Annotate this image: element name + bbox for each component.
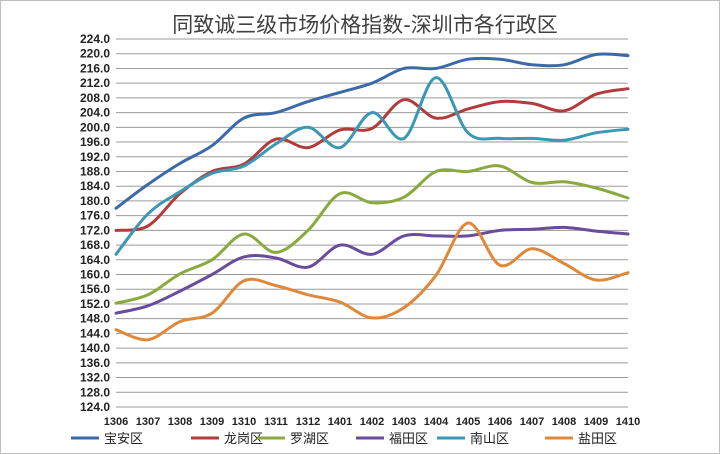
series-lines — [114, 52, 630, 342]
x-tick-label: 1404 — [424, 416, 449, 428]
y-tick-label: 224.0 — [80, 32, 110, 46]
y-tick-label: 124.0 — [80, 400, 110, 414]
x-tick-label: 1306 — [104, 416, 128, 428]
y-tick-label: 164.0 — [80, 253, 110, 267]
y-tick-label: 128.0 — [80, 385, 110, 399]
legend-item: 福田区 — [356, 432, 428, 447]
x-tick-label: 1403 — [392, 416, 416, 428]
x-tick-label: 1405 — [456, 416, 480, 428]
legend-item: 南山区 — [437, 431, 509, 447]
x-tick-label: 1310 — [232, 416, 256, 428]
y-tick-label: 212.0 — [80, 76, 110, 90]
y-axis: 124.0128.0132.0136.0140.0144.0148.0152.0… — [80, 32, 110, 414]
y-tick-label: 144.0 — [80, 326, 110, 340]
y-tick-label: 160.0 — [80, 268, 110, 282]
legend-item: 盐田区 — [545, 432, 617, 447]
series-line-2 — [114, 164, 630, 305]
x-tick-label: 1308 — [168, 416, 192, 428]
series-line-1 — [114, 87, 630, 232]
y-tick-label: 140.0 — [80, 341, 110, 355]
y-tick-label: 208.0 — [80, 91, 110, 105]
y-tick-label: 132.0 — [80, 371, 110, 385]
y-tick-label: 192.0 — [80, 150, 110, 164]
y-tick-label: 216.0 — [80, 61, 110, 75]
x-tick-label: 1312 — [296, 416, 320, 428]
y-tick-label: 172.0 — [80, 223, 110, 237]
x-tick-label: 1406 — [488, 416, 512, 428]
x-tick-label: 1401 — [328, 416, 352, 428]
series-line-3 — [114, 225, 630, 315]
gridlines — [116, 38, 628, 408]
y-tick-label: 148.0 — [80, 312, 110, 326]
x-tick-label: 1309 — [200, 416, 224, 428]
legend-label: 盐田区 — [578, 432, 617, 447]
y-tick-label: 184.0 — [80, 179, 110, 193]
y-tick-label: 136.0 — [80, 356, 110, 370]
chart-title: 同致诚三级市场价格指数-深圳市各行政区 — [172, 13, 558, 37]
series-line-4 — [114, 76, 630, 256]
y-tick-label: 204.0 — [80, 106, 110, 120]
legend-item: 罗湖区 — [257, 432, 329, 447]
x-axis: 1306 1307 1308 1309 1310 1311 1312 1401 1402 1403… — [104, 416, 640, 428]
y-tick-label: 196.0 — [80, 135, 110, 149]
legend-label: 龙岗区 — [224, 432, 263, 447]
x-tick-label: 1307 — [136, 416, 160, 428]
x-tick-label: 1402 — [360, 416, 384, 428]
y-tick-label: 152.0 — [80, 297, 110, 311]
y-tick-label: 200.0 — [80, 120, 110, 134]
y-tick-label: 188.0 — [80, 164, 110, 178]
legend-label: 南山区 — [470, 431, 509, 447]
y-tick-label: 180.0 — [80, 194, 110, 208]
legend-label: 罗湖区 — [290, 432, 329, 447]
y-tick-label: 156.0 — [80, 282, 110, 296]
legend: 宝安区 龙岗区 罗湖区 福田区 南山区 盐田区 — [71, 431, 617, 447]
x-tick-label: 1410 — [616, 416, 640, 428]
legend-item: 宝安区 — [71, 432, 143, 447]
y-tick-label: 168.0 — [80, 238, 110, 252]
legend-item: 龙岗区 — [191, 432, 263, 447]
y-tick-label: 176.0 — [80, 209, 110, 223]
y-tick-label: 220.0 — [80, 47, 110, 61]
x-tick-label: 1311 — [264, 416, 288, 428]
legend-label: 福田区 — [389, 432, 428, 447]
series-line-0 — [114, 52, 630, 210]
x-tick-label: 1408 — [552, 416, 576, 428]
legend-label: 宝安区 — [104, 432, 143, 447]
x-tick-label: 1409 — [584, 416, 608, 428]
series-line-5 — [114, 221, 630, 342]
x-tick-label: 1407 — [520, 416, 544, 428]
